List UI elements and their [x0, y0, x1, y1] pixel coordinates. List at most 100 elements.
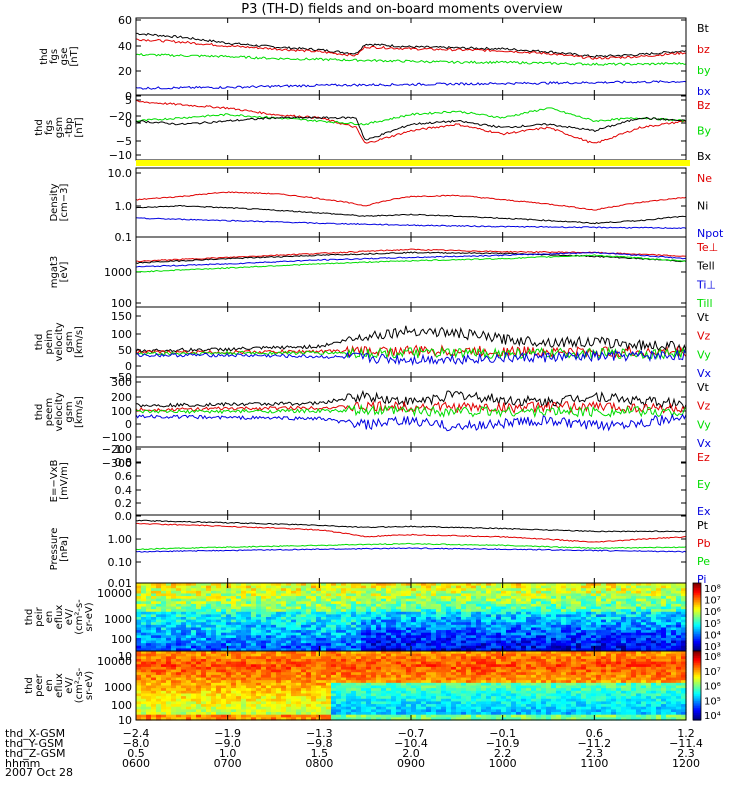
- spectrogram-cell: [426, 630, 432, 634]
- spectrogram-cell: [211, 617, 217, 621]
- spectrogram-cell: [611, 601, 617, 605]
- spectrogram-cell: [381, 717, 387, 721]
- spectrogram-cell: [356, 664, 362, 668]
- spectrogram-cell: [246, 693, 252, 697]
- spectrogram-cell: [441, 624, 447, 629]
- spectrogram-cell: [411, 622, 417, 626]
- spectrogram-cell: [386, 690, 392, 695]
- spectrogram-cell: [311, 680, 317, 684]
- spectrogram-cell: [336, 640, 342, 644]
- spectrogram-cell: [651, 601, 657, 605]
- spectrogram-cell: [141, 701, 147, 705]
- spectrogram-cell: [301, 682, 307, 687]
- spectrogram-cell: [536, 585, 542, 589]
- spectrogram-cell: [481, 585, 487, 589]
- spectrogram-cell: [561, 606, 567, 610]
- spectrogram-cell: [416, 680, 422, 684]
- spectrogram-cell: [156, 645, 162, 649]
- panel-frame: [135, 236, 687, 308]
- spectrogram-cell: [401, 583, 407, 587]
- spectrogram-cell: [291, 648, 297, 652]
- spectrogram-cell: [381, 656, 387, 660]
- spectrogram-cell: [211, 682, 217, 687]
- spectrogram-cell: [266, 603, 272, 608]
- spectrogram-cell: [461, 598, 467, 602]
- spectrogram-cell: [191, 588, 197, 592]
- spectrogram-cell: [421, 632, 427, 636]
- spectrogram-cell: [401, 677, 407, 681]
- spectrogram-cell: [246, 704, 252, 708]
- spectrogram-cell: [276, 712, 282, 716]
- spectrogram-cell: [316, 588, 322, 592]
- spectrogram-cell: [666, 585, 672, 589]
- spectrogram-cell: [531, 643, 537, 647]
- spectrogram-cell: [221, 598, 227, 602]
- spectrogram-cell: [661, 601, 667, 605]
- spectrogram-cell: [356, 653, 362, 657]
- spectrogram-cell: [266, 624, 272, 629]
- colorbar-step: [693, 647, 701, 650]
- spectrogram-cell: [251, 609, 257, 613]
- spectrogram-cell: [331, 696, 337, 700]
- spectrogram-cell: [491, 601, 497, 605]
- spectrogram-cell: [186, 682, 192, 687]
- spectrogram-cell: [361, 688, 367, 692]
- spectrogram-cell: [181, 640, 187, 644]
- spectrogram-cell: [371, 717, 377, 721]
- spectrogram-cell: [536, 603, 542, 608]
- spectrogram-cell: [221, 677, 227, 681]
- spectrogram-cell: [361, 624, 367, 629]
- spectrogram-cell: [156, 653, 162, 657]
- spectrogram-cell: [341, 672, 347, 676]
- spectrogram-cell: [246, 640, 252, 644]
- spectrogram-cell: [431, 674, 437, 679]
- spectrogram-cell: [316, 601, 322, 605]
- spectrogram-cell: [406, 593, 412, 597]
- spectrogram-cell: [161, 632, 167, 636]
- spectrogram-cell: [221, 658, 227, 663]
- spectrogram-cell: [516, 603, 522, 608]
- spectrogram-cell: [601, 640, 607, 644]
- spectrogram-cell: [536, 596, 542, 600]
- spectrogram-cell: [361, 682, 367, 687]
- spectrogram-cell: [301, 614, 307, 618]
- spectrogram-cell: [536, 606, 542, 610]
- spectrogram-cell: [566, 601, 572, 605]
- spectrogram-cell: [286, 706, 292, 710]
- spectrogram-cell: [451, 685, 457, 689]
- spectrogram-cell: [441, 583, 447, 587]
- spectrogram-cell: [316, 596, 322, 600]
- spectrogram-cell: [176, 682, 182, 687]
- spectrogram-cell: [291, 664, 297, 668]
- spectrogram-cell: [366, 590, 372, 595]
- spectrogram-cell: [621, 643, 627, 647]
- spectrogram-cell: [311, 648, 317, 652]
- spectrogram-cell: [321, 709, 327, 713]
- spectrogram-cell: [506, 590, 512, 595]
- spectrogram-cell: [426, 653, 432, 657]
- spectrogram-cell: [206, 653, 212, 657]
- spectrogram-cell: [346, 701, 352, 705]
- spectrogram-cell: [371, 696, 377, 700]
- spectrogram-cell: [331, 714, 337, 718]
- spectrogram-cell: [156, 606, 162, 610]
- spectrogram-cell: [426, 658, 432, 663]
- spectrogram-cell: [646, 630, 652, 634]
- spectrogram-cell: [191, 658, 197, 663]
- spectrogram-cell: [226, 606, 232, 610]
- spectrogram-cell: [256, 640, 262, 644]
- spectrogram-cell: [151, 696, 157, 700]
- spectrogram-cell: [316, 661, 322, 665]
- spectrogram-cell: [576, 590, 582, 595]
- spectrogram-cell: [431, 664, 437, 668]
- spectrogram-cell: [456, 606, 462, 610]
- spectrogram-cell: [541, 603, 547, 608]
- spectrogram-cell: [371, 598, 377, 602]
- spectrogram-cell: [541, 643, 547, 647]
- spectrogram-cell: [566, 590, 572, 595]
- spectrogram-cell: [161, 661, 167, 665]
- spectrogram-cell: [366, 685, 372, 689]
- spectrogram-cell: [626, 611, 632, 615]
- spectrogram-cell: [136, 593, 142, 597]
- spectrogram-cell: [256, 717, 262, 721]
